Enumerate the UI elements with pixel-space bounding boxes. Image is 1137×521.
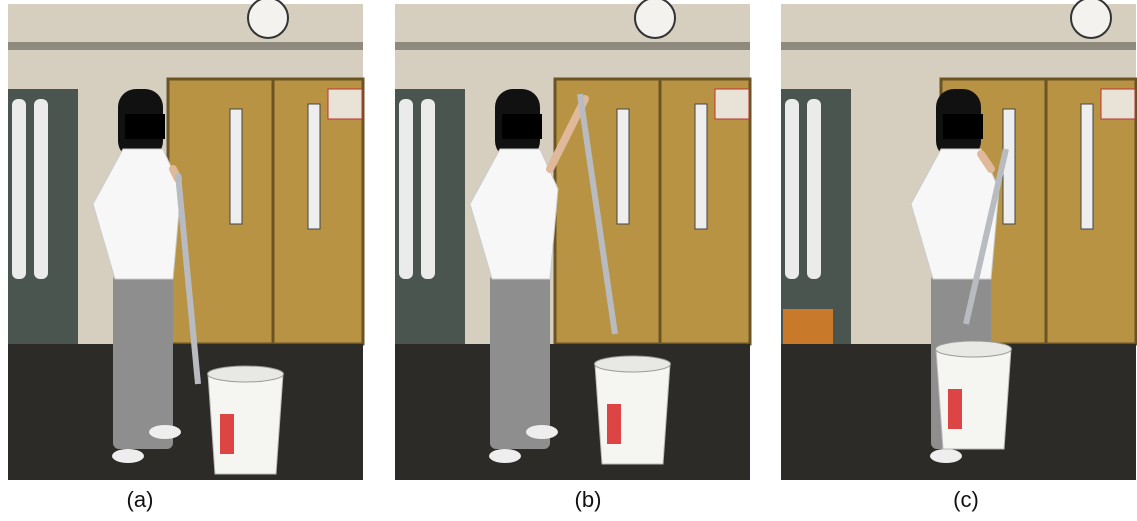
sign bbox=[327, 88, 363, 120]
pole bbox=[577, 93, 618, 335]
pipe bbox=[395, 42, 750, 50]
photo-a bbox=[8, 0, 365, 480]
pipe bbox=[8, 42, 363, 50]
bucket bbox=[935, 348, 1012, 450]
pole bbox=[175, 173, 201, 385]
bucket-rim bbox=[935, 340, 1012, 358]
bucket-label bbox=[220, 414, 234, 454]
face-block bbox=[943, 114, 983, 139]
door-window bbox=[229, 108, 243, 225]
panel-label: (c) bbox=[953, 487, 979, 512]
shoe bbox=[930, 449, 962, 463]
clock bbox=[247, 0, 289, 39]
door bbox=[553, 77, 752, 346]
shoe bbox=[526, 425, 558, 439]
bucket-rim bbox=[207, 365, 284, 383]
shirt bbox=[469, 148, 559, 280]
tank bbox=[807, 99, 821, 279]
pole bbox=[963, 148, 1009, 325]
tank bbox=[421, 99, 435, 279]
photo-b bbox=[395, 0, 752, 480]
pants bbox=[113, 274, 173, 449]
bucket bbox=[594, 363, 671, 465]
door-window bbox=[1080, 103, 1094, 230]
bucket-label bbox=[948, 389, 962, 429]
bucket-rim bbox=[594, 355, 671, 373]
photo-c bbox=[781, 0, 1137, 480]
sign bbox=[1100, 88, 1136, 120]
panel-label: (b) bbox=[575, 487, 602, 512]
face-block bbox=[502, 114, 542, 139]
arm bbox=[546, 95, 589, 173]
clock bbox=[634, 0, 676, 39]
shoe bbox=[112, 449, 144, 463]
tank bbox=[785, 99, 799, 279]
door bbox=[166, 77, 365, 346]
floor bbox=[8, 344, 363, 480]
face-block bbox=[125, 114, 165, 139]
shoe bbox=[149, 425, 181, 439]
tank bbox=[399, 99, 413, 279]
pants bbox=[490, 274, 550, 449]
arm bbox=[977, 150, 995, 173]
shoe bbox=[489, 449, 521, 463]
door-window bbox=[307, 103, 321, 230]
bucket-label bbox=[607, 404, 621, 444]
door-window bbox=[616, 108, 630, 225]
bucket bbox=[207, 373, 284, 475]
pipe bbox=[781, 42, 1136, 50]
door-window bbox=[694, 103, 708, 230]
clock bbox=[1070, 0, 1112, 39]
sign bbox=[714, 88, 750, 120]
floor bbox=[395, 344, 750, 480]
tank bbox=[12, 99, 26, 279]
tank bbox=[34, 99, 48, 279]
panel-label: (a) bbox=[127, 487, 154, 512]
